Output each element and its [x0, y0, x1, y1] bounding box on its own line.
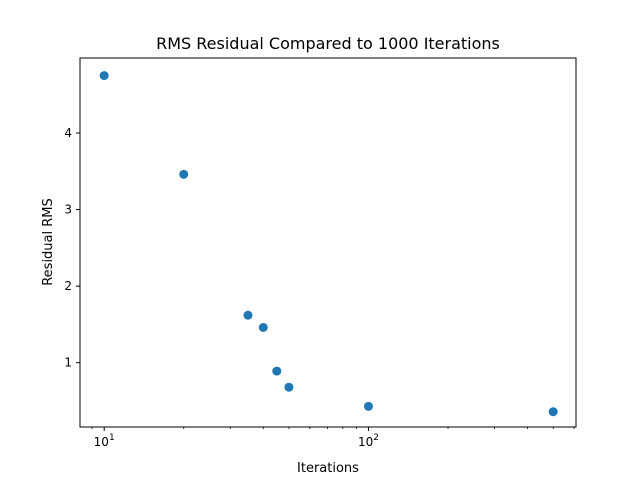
y-axis-label: Residual RMS — [41, 198, 56, 286]
y-tick-label-3: 4 — [64, 126, 72, 140]
chart-title: RMS Residual Compared to 1000 Iterations — [156, 34, 500, 53]
x-tick-label-exp-0: 1 — [109, 433, 115, 443]
plot-area — [79, 57, 577, 428]
y-axis: 1 2 3 4 — [64, 126, 80, 370]
x-axis: 101 102 — [91, 427, 575, 449]
data-point-7 — [548, 407, 558, 417]
y-tick-label-2: 3 — [64, 203, 72, 217]
x-tick-label-base-0: 10 — [94, 435, 109, 449]
y-tick-label-0: 1 — [64, 356, 72, 370]
x-tick-label-base-1: 10 — [358, 435, 373, 449]
data-point-4 — [272, 366, 282, 376]
data-point-1 — [179, 169, 189, 179]
data-point-3 — [258, 322, 268, 332]
x-axis-label: Iterations — [297, 461, 359, 476]
data-points — [99, 71, 558, 417]
y-tick-label-1: 2 — [64, 279, 72, 293]
x-tick-label-0: 101 — [94, 433, 115, 449]
data-point-6 — [363, 401, 373, 411]
x-tick-label-exp-1: 2 — [373, 433, 379, 443]
data-point-2 — [243, 310, 253, 320]
data-point-5 — [284, 382, 294, 392]
data-point-0 — [99, 71, 109, 81]
x-tick-label-1: 102 — [358, 433, 379, 449]
